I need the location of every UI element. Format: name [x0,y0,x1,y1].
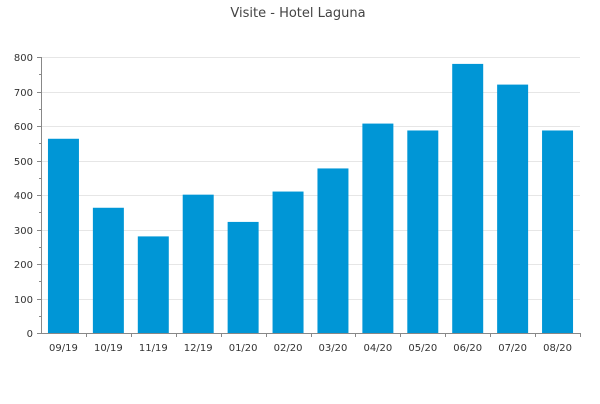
bar-04-20 [362,123,394,333]
x-tick-label: 03/20 [319,343,348,354]
x-tick-label: 10/19 [94,343,123,354]
x-tick-label: 02/20 [274,343,303,354]
x-tick-label: 11/19 [139,343,168,354]
bar-11-19 [137,236,169,333]
chart-title: Visite - Hotel Laguna [230,6,365,21]
bar-08-20 [542,130,574,333]
x-tick-label: 07/20 [498,343,527,354]
axes [37,57,581,337]
bar-07-20 [497,84,529,333]
y-tick-label: 0 [27,329,33,340]
x-tick-label: 06/20 [453,343,482,354]
bars [47,63,574,334]
bar-03-20 [317,168,349,333]
x-tick-label: 12/19 [184,343,213,354]
x-tick-labels: 09/19 10/19 11/19 12/19 01/20 02/20 03/20 04/20… [49,343,572,354]
x-tick-label: 05/20 [408,343,437,354]
y-tick-labels: 0 100 200 300 400 500 600 700 800 [14,53,33,340]
x-tick-label: 08/20 [543,343,572,354]
bar-01-20 [227,221,259,333]
bar-06-20 [452,63,484,334]
y-tick-label: 200 [14,260,33,271]
y-tick-label: 600 [14,122,33,133]
y-tick-label: 500 [14,157,33,168]
x-tick-label: 01/20 [229,343,258,354]
bar-09-19 [47,138,79,333]
bar-05-20 [407,130,439,333]
y-tick-label: 700 [14,88,33,99]
y-tick-label: 300 [14,226,33,237]
x-tick-label: 09/19 [49,343,78,354]
x-tick-label: 04/20 [363,343,392,354]
y-tick-label: 800 [14,53,33,64]
bar-10-19 [92,207,124,333]
bar-02-20 [272,191,304,333]
bar-12-19 [182,194,214,333]
grid-lines [41,57,580,300]
y-tick-label: 100 [14,295,33,306]
y-tick-label: 400 [14,191,33,202]
